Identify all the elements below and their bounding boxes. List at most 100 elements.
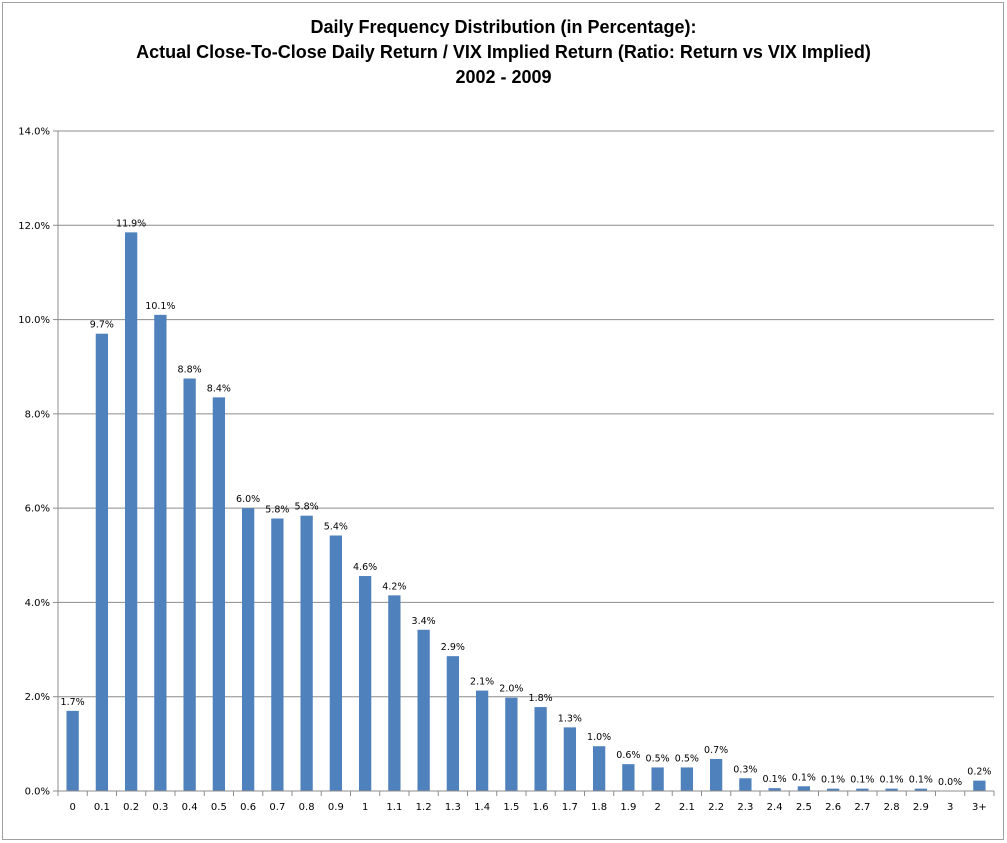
y-tick-label: 10.0% [18,315,50,326]
data-label: 1.3% [558,713,582,724]
x-tick-label: 0.9 [328,802,344,813]
y-tick-label: 4.0% [25,598,50,609]
y-tick-label: 12.0% [18,221,50,232]
data-label: 0.5% [646,753,670,764]
bar [973,780,986,791]
y-tick-label: 2.0% [25,692,50,703]
bar [914,788,928,791]
axes: 0.0% 2.0% 4.0% 6.0% 8.0% 10.0% 12.0% 14.0% 0 0.1 0… [18,127,995,813]
x-tick-label: 1.6 [533,802,549,813]
data-label: 11.9% [116,218,146,229]
data-label: 0.7% [704,745,728,756]
x-tick-label: 1.4 [474,802,490,813]
x-tick-label: 2.7 [854,802,870,813]
data-label: 0.6% [616,750,640,761]
chart-title: Daily Frequency Distribution (in Percent… [0,15,1007,90]
bar [592,746,606,791]
bar [241,508,255,791]
data-label: 8.8% [178,365,202,376]
x-tick-label: 0.3 [152,802,168,813]
x-tick-label: 0 [69,802,75,813]
x-tick-label: 2.3 [737,802,753,813]
x-tick-label: 2.5 [796,802,812,813]
x-tick-label: 2.4 [767,802,783,813]
x-tick-label: 1.8 [591,802,607,813]
bar [183,378,196,791]
x-tick-label: 2.9 [913,802,929,813]
bar [534,707,547,791]
data-label: 2.1% [470,677,494,688]
x-tick-label: 2.8 [884,802,900,813]
data-labels: 1.7% 9.7% 11.9% 10.1% 8.8% 8.4% 6.0% 5.8% 5.8% 5.… [61,218,992,788]
bar [856,788,869,791]
data-label: 1.7% [61,697,85,708]
bar [563,727,577,791]
data-label: 0.3% [733,764,757,775]
data-label: 0.0% [938,777,962,788]
bar [739,778,752,791]
chart-title-line-1: Daily Frequency Distribution (in Percent… [310,17,697,37]
data-label: 0.5% [675,753,699,764]
bar [651,767,664,791]
bar [475,690,489,791]
data-label: 5.8% [295,502,319,513]
bar [154,314,167,791]
x-tick-label: 1.1 [386,802,402,813]
data-label: 5.8% [265,505,289,516]
data-label: 0.2% [967,767,991,778]
bar [271,518,284,791]
data-label: 0.1% [909,775,933,786]
chart-title-line-2: Actual Close-To-Close Daily Return / VIX… [136,42,871,62]
y-tick-label: 14.0% [18,127,50,138]
gridlines [58,130,994,698]
x-tick-label: 0.4 [182,802,198,813]
x-tick-label: 1.9 [620,802,636,813]
y-tick-label: 8.0% [25,409,50,420]
x-tick-label: 0.8 [299,802,315,813]
bar [826,788,840,791]
bar [768,788,781,791]
data-label: 1.8% [529,693,553,704]
data-label: 0.1% [821,775,845,786]
bar [388,595,401,791]
bar [709,758,723,791]
bar [124,232,138,791]
x-tick-label: 3 [947,802,953,813]
data-label: 6.0% [236,494,260,505]
chart-title-line-3: 2002 - 2009 [455,67,552,87]
x-tick-label: 2.2 [708,802,724,813]
data-label: 2.9% [441,642,465,653]
x-tick-label: 3+ [972,802,987,813]
x-tick-label: 1.5 [503,802,519,813]
x-tick-label: 0.7 [269,802,285,813]
data-label: 5.4% [324,521,348,532]
bar [329,535,343,791]
bar [300,515,313,791]
data-label: 0.1% [792,772,816,783]
bar [622,764,635,791]
bar [797,786,811,791]
x-tick-label: 2.1 [679,802,695,813]
bar [66,710,79,791]
x-tick-label: 1.2 [416,802,432,813]
data-label: 4.6% [353,562,377,573]
data-label: 8.4% [207,383,231,394]
x-tick-label: 0.1 [94,802,110,813]
x-tick-label: 0.6 [240,802,256,813]
data-label: 2.0% [499,684,523,695]
x-tick-label: 2 [654,802,660,813]
x-tick-label: 1.3 [445,802,461,813]
bar [358,576,372,791]
data-label: 9.7% [90,320,114,331]
x-tick-label: 0.2 [123,802,139,813]
x-tick-label: 1.7 [562,802,578,813]
bar [446,656,460,791]
bars [66,232,986,791]
bar [95,333,109,791]
data-label: 10.1% [145,301,175,312]
bar [212,397,226,791]
data-label: 0.1% [850,775,874,786]
y-tick-label: 0.0% [25,787,50,798]
